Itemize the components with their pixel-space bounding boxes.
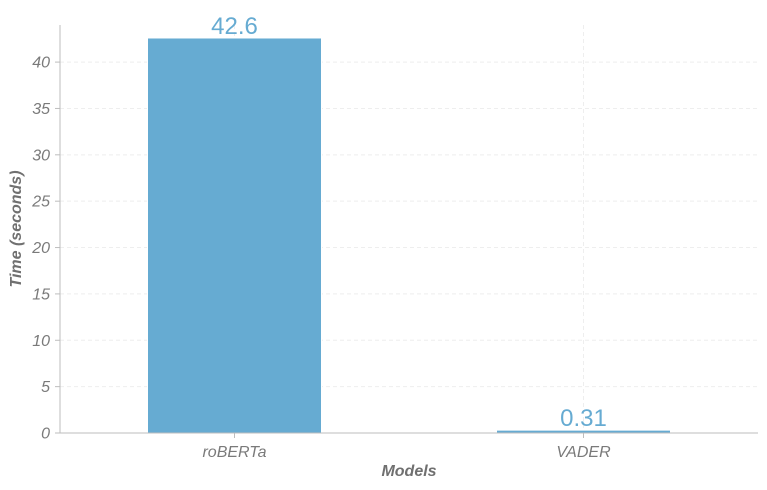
y-tick-label: 5 <box>41 379 50 396</box>
x-tick-labels: roBERTa VADER <box>202 433 611 461</box>
y-axis-title: Time (seconds) <box>8 170 25 287</box>
x-axis-title: Models <box>381 463 436 480</box>
y-tick-labels: 0 5 10 15 20 25 30 35 40 <box>31 55 60 443</box>
y-tick-label: 15 <box>32 286 50 303</box>
x-tick-label: VADER <box>556 444 611 461</box>
y-tick-label: 10 <box>32 333 50 350</box>
data-label: 0.31 <box>560 405 607 432</box>
data-label: 42.6 <box>211 13 258 40</box>
y-tick-label: 20 <box>31 240 50 257</box>
y-tick-label: 35 <box>32 101 50 118</box>
y-tick-label: 0 <box>41 426 50 443</box>
y-tick-label: 25 <box>31 194 50 211</box>
axes <box>59 25 758 434</box>
y-tick-label: 40 <box>32 55 50 72</box>
bars <box>147 37 671 434</box>
data-labels: 42.6 0.31 <box>211 13 607 432</box>
x-tick-label: roBERTa <box>202 444 266 461</box>
bar-roberta <box>147 37 322 434</box>
y-tick-label: 30 <box>32 147 50 164</box>
